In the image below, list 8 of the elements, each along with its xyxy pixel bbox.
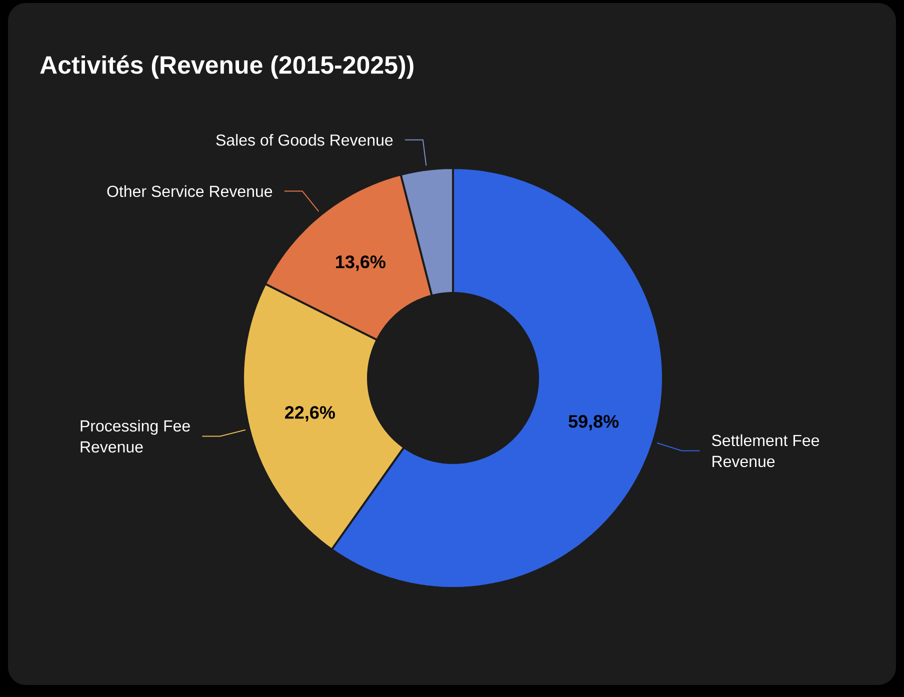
slice-label: Settlement Fee Revenue: [712, 434, 820, 468]
data-label: 13,6%: [336, 255, 386, 271]
data-label: 59,8%: [568, 415, 619, 430]
slice-label: Processing Fee Revenue: [80, 420, 190, 453]
slice-label: Sales of Goods Revenue: [216, 134, 393, 146]
chart-title: Activités (Revenue (2015-2025)): [40, 55, 414, 79]
data-label: 22,6%: [285, 406, 335, 422]
slice-label: Other Service Revenue: [107, 185, 272, 198]
